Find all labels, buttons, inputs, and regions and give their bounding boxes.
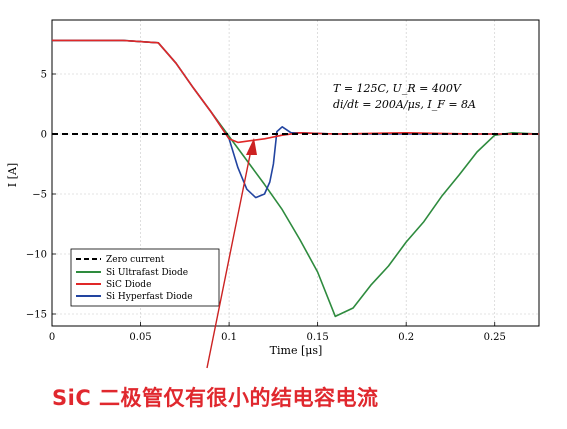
x-tick-label: 0 <box>49 332 55 343</box>
y-tick-label: −5 <box>32 190 47 201</box>
caption: SiC 二极管仅有很小的结电容电流 <box>52 386 379 410</box>
x-axis-label: Time [μs] <box>270 344 323 357</box>
x-tick-label: 0.25 <box>484 332 506 343</box>
y-tick-label: −10 <box>26 250 47 261</box>
y-tick-label: −15 <box>26 310 47 321</box>
legend-label-sic: SiC Diode <box>106 280 151 290</box>
annotation-line-1: T = 125C, U_R = 400V <box>333 82 462 95</box>
series-sic-diode <box>52 39 539 144</box>
y-tick-label: 5 <box>41 70 47 81</box>
axis-ticks: 0 0.05 0.1 0.15 0.2 0.25 5 0 −5 −10 −15 <box>26 70 506 344</box>
x-tick-label: 0.15 <box>307 332 329 343</box>
x-tick-label: 0.05 <box>129 332 151 343</box>
y-tick-label: 0 <box>41 130 47 141</box>
arrow-head <box>246 138 257 155</box>
legend-label-si-hyperfast: Si Hyperfast Diode <box>106 292 193 302</box>
x-tick-label: 0.2 <box>398 332 414 343</box>
plot-frame <box>51 19 540 327</box>
x-tick-label: 0.1 <box>221 332 237 343</box>
legend: Zero current Si Ultrafast Diode SiC Diod… <box>70 248 220 307</box>
annotation-arrow <box>206 138 257 369</box>
legend-label-zero-current: Zero current <box>106 255 165 265</box>
annotation-line-2: di/dt = 200A/μs, I_F = 8A <box>333 98 476 111</box>
series-si-hyperfast-diode <box>52 39 539 199</box>
y-axis-label: I [A] <box>6 163 19 187</box>
legend-label-si-ultrafast: Si Ultrafast Diode <box>106 268 188 278</box>
arrow-shaft <box>206 149 252 369</box>
series-layer <box>52 39 540 318</box>
